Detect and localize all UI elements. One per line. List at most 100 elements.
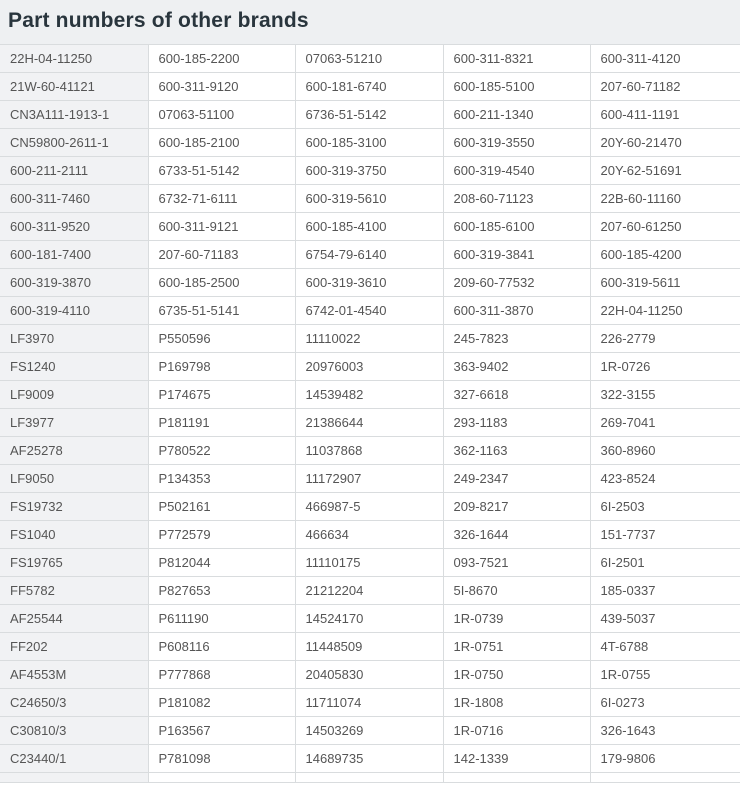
- part-number-cell: 6I-0273: [589, 688, 740, 717]
- part-number-cell: P169798: [147, 352, 296, 381]
- table-row: FF202 P608116 11448509 1R-0751 4T-6788: [0, 632, 740, 661]
- part-number-cell: 1R-0750: [442, 660, 591, 689]
- part-number-cell: 600-185-3100: [294, 128, 444, 157]
- part-number-cell: P812044: [147, 548, 296, 577]
- part-number-cell: 600-319-3610: [294, 268, 444, 297]
- part-number-cell: 07063-51100: [147, 100, 296, 129]
- part-number-cell: 6736-51-5142: [294, 100, 444, 129]
- table-row: C30810/3 P163567 14503269 1R-0716 326-1643: [0, 716, 740, 745]
- part-number-cell: P181082: [147, 688, 296, 717]
- part-number-cell: 600-185-2200: [147, 44, 296, 73]
- part-number-cell: 439-5037: [589, 604, 740, 633]
- part-number-cell: 600-185-2100: [147, 128, 296, 157]
- part-number-cell: 600-185-4200: [589, 240, 740, 269]
- part-number-cell: P181191: [147, 408, 296, 437]
- table-row: C23440/1 P781098 14689735 142-1339 179-9806: [0, 744, 740, 773]
- table-row: CN3A111-1913-1 07063-51100 6736-51-5142 600…: [0, 100, 740, 129]
- part-number-cell: CN3A111-1913-1: [0, 100, 149, 129]
- part-number-cell: 6733-51-5142: [147, 156, 296, 185]
- part-number-cell: 363-9402: [442, 352, 591, 381]
- part-number-cell: 6I-2501: [589, 548, 740, 577]
- part-number-cell: 207-60-71182: [589, 72, 740, 101]
- part-number-cell: 600-319-5611: [589, 268, 740, 297]
- part-number-cell: P772579: [147, 520, 296, 549]
- table-row: FF5782 P827653 21212204 5I-8670 185-0337: [0, 576, 740, 605]
- part-number-cell: 22H-04-11250: [589, 296, 740, 325]
- part-number-cell: 600-185-6100: [442, 212, 591, 241]
- part-numbers-table-body: 22H-04-11250 600-185-2200 07063-51210 600-3…: [0, 44, 740, 783]
- part-number-cell: 1R-0716: [442, 716, 591, 745]
- table-row: FS19732 P502161 466987-5 209-8217 6I-2503: [0, 492, 740, 521]
- part-number-cell: 11037868: [294, 436, 444, 465]
- part-number-cell: 151-7737: [589, 520, 740, 549]
- part-number-cell: [0, 772, 149, 783]
- part-number-cell: [442, 772, 591, 783]
- part-number-cell: FS1040: [0, 520, 149, 549]
- table-row: 600-211-2111 6733-51-5142 600-319-3750 600-…: [0, 156, 740, 185]
- part-number-cell: P134353: [147, 464, 296, 493]
- part-number-cell: 362-1163: [442, 436, 591, 465]
- part-number-cell: 6754-79-6140: [294, 240, 444, 269]
- table-row: LF3977 P181191 21386644 293-1183 269-7041: [0, 408, 740, 437]
- part-number-cell: 600-311-3870: [442, 296, 591, 325]
- table-row: LF9009 P174675 14539482 327-6618 322-3155: [0, 380, 740, 409]
- part-number-cell: 207-60-61250: [589, 212, 740, 241]
- table-row: 600-319-4110 6735-51-5141 6742-01-4540 600-…: [0, 296, 740, 325]
- part-number-cell: AF25544: [0, 604, 149, 633]
- part-number-cell: 360-8960: [589, 436, 740, 465]
- part-number-cell: 1R-0755: [589, 660, 740, 689]
- table-row: FS1240 P169798 20976003 363-9402 1R-0726: [0, 352, 740, 381]
- part-number-cell: 1R-0751: [442, 632, 591, 661]
- part-number-cell: C23440/1: [0, 744, 149, 773]
- part-number-cell: 209-8217: [442, 492, 591, 521]
- part-number-cell: CN59800-2611-1: [0, 128, 149, 157]
- part-number-cell: 21386644: [294, 408, 444, 437]
- part-number-cell: 11110022: [294, 324, 444, 353]
- part-number-cell: FF202: [0, 632, 149, 661]
- part-number-cell: FS1240: [0, 352, 149, 381]
- part-number-cell: 5I-8670: [442, 576, 591, 605]
- part-number-cell: [294, 772, 444, 783]
- part-number-cell: 600-181-7400: [0, 240, 149, 269]
- part-number-cell: 600-319-3841: [442, 240, 591, 269]
- part-number-cell: 600-311-9520: [0, 212, 149, 241]
- part-number-cell: 466634: [294, 520, 444, 549]
- part-number-cell: 245-7823: [442, 324, 591, 353]
- part-number-cell: 093-7521: [442, 548, 591, 577]
- part-number-cell: 249-2347: [442, 464, 591, 493]
- part-number-cell: AF4553M: [0, 660, 149, 689]
- part-number-cell: 14503269: [294, 716, 444, 745]
- part-number-cell: 600-185-4100: [294, 212, 444, 241]
- part-number-cell: 11448509: [294, 632, 444, 661]
- part-number-cell: 11110175: [294, 548, 444, 577]
- table-row: CN59800-2611-1 600-185-2100 600-185-3100 60…: [0, 128, 740, 157]
- part-number-cell: 326-1643: [589, 716, 740, 745]
- part-number-cell: 21212204: [294, 576, 444, 605]
- table-row: AF25544 P611190 14524170 1R-0739 439-5037: [0, 604, 740, 633]
- part-number-cell: 600-319-3870: [0, 268, 149, 297]
- part-number-cell: 423-8524: [589, 464, 740, 493]
- part-number-cell: 20976003: [294, 352, 444, 381]
- part-number-cell: 600-311-7460: [0, 184, 149, 213]
- part-number-cell: 208-60-71123: [442, 184, 591, 213]
- part-number-cell: 600-319-3750: [294, 156, 444, 185]
- part-number-cell: 1R-1808: [442, 688, 591, 717]
- part-number-cell: FS19765: [0, 548, 149, 577]
- table-row: 22H-04-11250 600-185-2200 07063-51210 600-3…: [0, 44, 740, 73]
- part-numbers-table: 22H-04-11250 600-185-2200 07063-51210 600-3…: [0, 44, 740, 783]
- part-number-cell: 07063-51210: [294, 44, 444, 73]
- part-number-cell: 600-319-4110: [0, 296, 149, 325]
- part-number-cell: 6735-51-5141: [147, 296, 296, 325]
- part-number-cell: 600-319-4540: [442, 156, 591, 185]
- part-number-cell: C30810/3: [0, 716, 149, 745]
- part-number-cell: P502161: [147, 492, 296, 521]
- part-number-cell: 21W-60-41121: [0, 72, 149, 101]
- part-number-cell: 600-411-1191: [589, 100, 740, 129]
- part-number-cell: 600-311-4120: [589, 44, 740, 73]
- part-number-cell: 600-311-9121: [147, 212, 296, 241]
- part-number-cell: AF25278: [0, 436, 149, 465]
- table-row: C24650/3 P181082 11711074 1R-1808 6I-0273: [0, 688, 740, 717]
- part-number-cell: LF9009: [0, 380, 149, 409]
- part-number-cell: P780522: [147, 436, 296, 465]
- part-number-cell: 1R-0726: [589, 352, 740, 381]
